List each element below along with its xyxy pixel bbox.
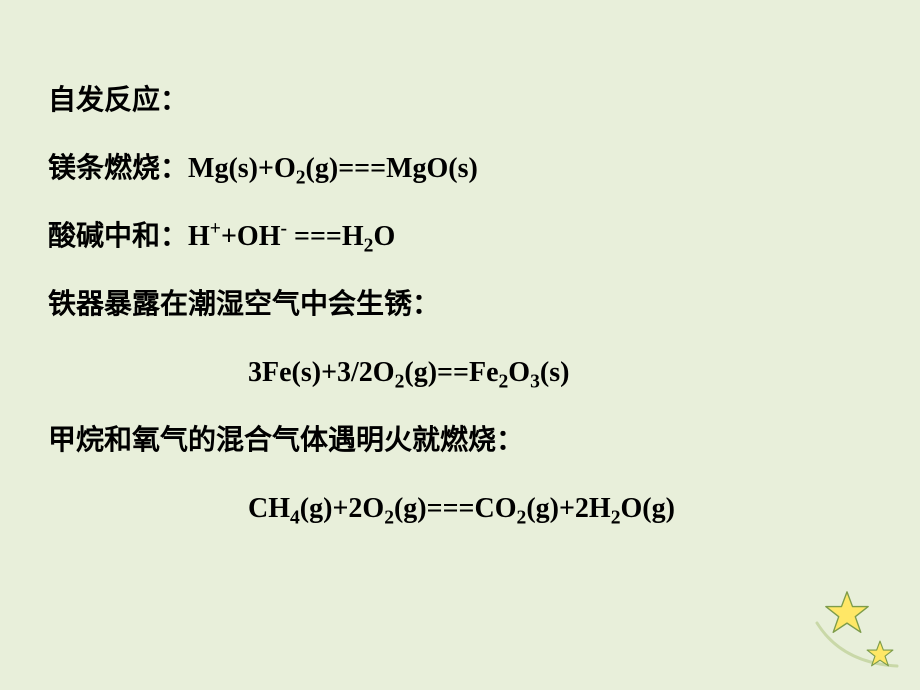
acid-line: 酸碱中和：H++OH- ===H2O: [48, 216, 860, 258]
methane-label: 甲烷和氧气的混合气体遇明火就燃烧：: [48, 425, 524, 456]
star-small-icon: [866, 640, 894, 668]
iron-label-line: 铁器暴露在潮湿空气中会生锈：: [48, 284, 860, 326]
mg-op: ===: [338, 153, 386, 184]
slide-content: 自发反应： 镁条燃烧：Mg(s)+O2(g)===MgO(s) 酸碱中和：H++…: [48, 80, 860, 556]
iron-equation: 3Fe(s)+3/2O2(g)==Fe2O3(s): [248, 357, 569, 388]
methane-op: ===: [427, 493, 475, 524]
title-line: 自发反应：: [48, 80, 860, 122]
mg-line: 镁条燃烧：Mg(s)+O2(g)===MgO(s): [48, 148, 860, 190]
acid-op: ===: [287, 221, 342, 252]
iron-label: 铁器暴露在潮湿空气中会生锈：: [48, 289, 440, 320]
methane-label-line: 甲烷和氧气的混合气体遇明火就燃烧：: [48, 420, 860, 462]
mg-label: 镁条燃烧：: [48, 153, 188, 184]
star-large-icon: [824, 590, 870, 636]
mg-equation: Mg(s)+O2(g)===MgO(s): [188, 153, 478, 184]
star-decoration: [812, 582, 902, 672]
acid-label: 酸碱中和：: [48, 221, 188, 252]
title-text: 自发反应：: [48, 85, 188, 116]
iron-equation-line: 3Fe(s)+3/2O2(g)==Fe2O3(s): [48, 352, 860, 394]
iron-op: ==: [437, 357, 469, 388]
acid-equation: H++OH- ===H2O: [188, 221, 395, 252]
methane-equation: CH4(g)+2O2(g)===CO2(g)+2H2O(g): [248, 493, 675, 524]
methane-equation-line: CH4(g)+2O2(g)===CO2(g)+2H2O(g): [48, 488, 860, 530]
